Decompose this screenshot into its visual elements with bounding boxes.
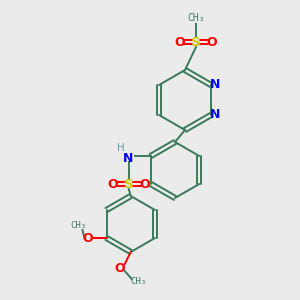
Text: N: N	[210, 79, 220, 92]
Text: H: H	[117, 143, 124, 153]
Text: O: O	[114, 262, 125, 275]
Text: N: N	[123, 152, 133, 164]
Text: CH₃: CH₃	[70, 221, 87, 230]
Text: CH₃: CH₃	[187, 13, 205, 23]
Text: S: S	[124, 178, 134, 190]
Text: S: S	[191, 35, 201, 49]
Text: O: O	[207, 35, 217, 49]
Text: N: N	[210, 109, 220, 122]
Text: O: O	[175, 35, 185, 49]
Text: CH₃: CH₃	[131, 278, 147, 286]
Text: O: O	[107, 178, 118, 190]
Text: O: O	[82, 232, 93, 244]
Text: O: O	[140, 178, 150, 190]
